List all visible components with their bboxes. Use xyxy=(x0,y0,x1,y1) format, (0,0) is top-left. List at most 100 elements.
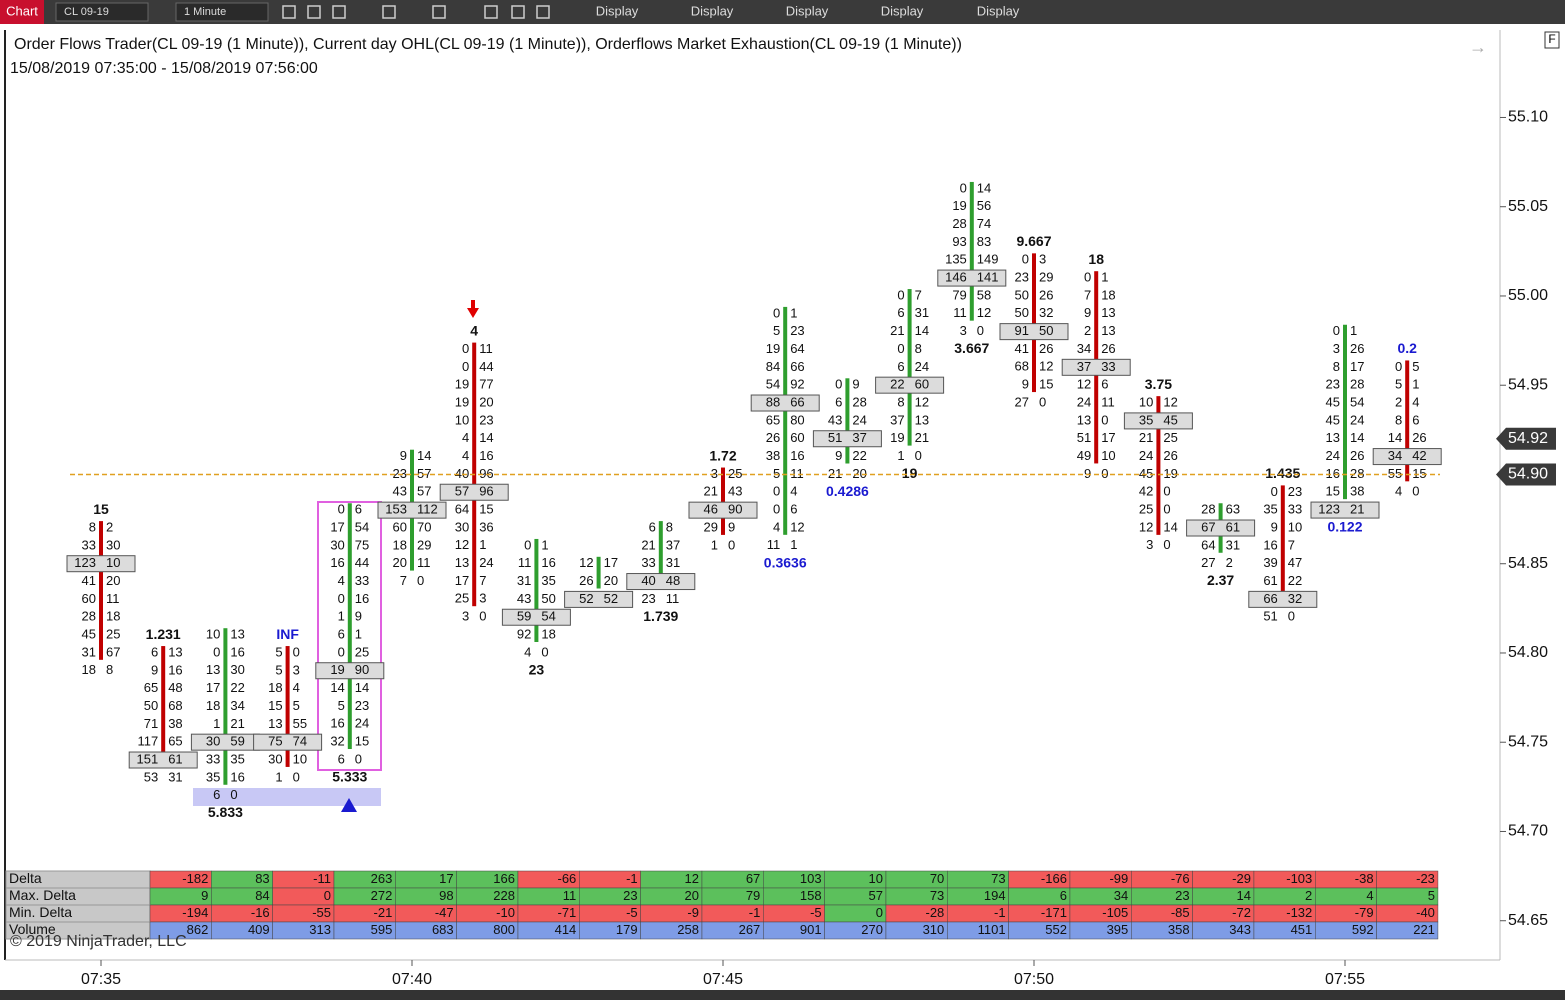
ask-volume: 29 xyxy=(1039,270,1053,285)
bid-volume: 41 xyxy=(82,573,96,588)
bid-volume: 35 xyxy=(206,769,220,784)
menu-item[interactable]: Display xyxy=(977,3,1020,18)
ask-volume: 25 xyxy=(355,644,369,659)
tool-icon[interactable] xyxy=(536,5,550,19)
cell-value: -66 xyxy=(558,871,577,886)
menu-item[interactable]: Display xyxy=(786,3,829,18)
ask-volume: 16 xyxy=(790,448,804,463)
tool-icon[interactable] xyxy=(382,5,396,19)
ask-volume: 0 xyxy=(1163,502,1170,517)
ask-volume: 12 xyxy=(790,519,804,534)
bid-volume: 0 xyxy=(338,644,345,659)
ask-volume: 65 xyxy=(168,734,182,749)
bid-volume: 34 xyxy=(1077,341,1091,356)
cell-value: 10 xyxy=(868,871,882,886)
cell-value: 103 xyxy=(800,871,822,886)
cell-value: 79 xyxy=(746,888,760,903)
tool-icon[interactable] xyxy=(484,5,498,19)
bid-volume: 37 xyxy=(890,412,904,427)
ask-volume: 13 xyxy=(230,627,244,642)
tool-icon[interactable] xyxy=(307,5,321,19)
cell-value: 358 xyxy=(1168,922,1190,937)
cell-value: 552 xyxy=(1045,922,1067,937)
chart-tab[interactable] xyxy=(0,0,44,24)
tool-icon[interactable] xyxy=(511,5,525,19)
y-tick-label: 54.95 xyxy=(1508,376,1548,393)
corner-box[interactable] xyxy=(1544,31,1560,49)
instrument-select[interactable] xyxy=(55,2,149,22)
bid-volume: 19 xyxy=(330,662,344,677)
cell-value: -171 xyxy=(1041,905,1067,920)
bid-volume: 0 xyxy=(462,341,469,356)
cell-value: 901 xyxy=(800,922,822,937)
ask-volume: 14 xyxy=(915,323,929,338)
bid-volume: 0 xyxy=(897,341,904,356)
ask-volume: 32 xyxy=(1039,305,1053,320)
bid-volume: 13 xyxy=(268,716,282,731)
scroll-arrow[interactable]: → xyxy=(1469,37,1487,57)
cell-value: 409 xyxy=(248,922,270,937)
ask-volume: 21 xyxy=(230,716,244,731)
ask-volume: 90 xyxy=(355,662,369,677)
bid-volume: 31 xyxy=(517,573,531,588)
candle xyxy=(845,378,850,464)
bid-volume: 123 xyxy=(74,555,96,570)
cell-value: 9 xyxy=(201,888,208,903)
cell-value: 414 xyxy=(555,922,577,937)
bid-volume: 4 xyxy=(462,430,469,445)
x-tick-label: 07:55 xyxy=(1325,971,1365,988)
ask-volume: 28 xyxy=(852,394,866,409)
cell-value: -40 xyxy=(1416,905,1435,920)
tool-icon[interactable] xyxy=(432,5,446,19)
cell-value: 592 xyxy=(1352,922,1374,937)
cell-value: -166 xyxy=(1041,871,1067,886)
ask-volume: 16 xyxy=(479,448,493,463)
menu-item[interactable]: Display xyxy=(881,3,924,18)
bid-volume: 12 xyxy=(1077,377,1091,392)
ask-volume: 16 xyxy=(355,591,369,606)
poc-box xyxy=(190,733,260,751)
bid-volume: 17 xyxy=(330,519,344,534)
poc-box xyxy=(66,555,136,573)
bid-volume: 1 xyxy=(338,609,345,624)
bid-volume: 9 xyxy=(151,662,158,677)
poc-box xyxy=(812,430,882,448)
bid-volume: 27 xyxy=(1201,555,1215,570)
bid-volume: 51 xyxy=(1263,609,1277,624)
bid-volume: 22 xyxy=(890,377,904,392)
ask-volume: 58 xyxy=(977,287,991,302)
bid-volume: 18 xyxy=(82,662,96,677)
ask-volume: 14 xyxy=(1163,519,1177,534)
bid-volume: 15 xyxy=(1326,484,1340,499)
candle xyxy=(99,521,103,660)
ask-volume: 23 xyxy=(1288,484,1302,499)
ask-volume: 18 xyxy=(1101,287,1115,302)
cell-value: -28 xyxy=(925,905,944,920)
y-tick-label: 54.75 xyxy=(1508,733,1548,750)
menu-item[interactable]: Display xyxy=(691,3,734,18)
bid-volume: 91 xyxy=(1015,323,1029,338)
poc-box xyxy=(501,608,571,626)
ask-volume: 141 xyxy=(977,270,999,285)
bid-volume: 0 xyxy=(1395,359,1402,374)
tool-icon[interactable] xyxy=(332,5,346,19)
ask-volume: 74 xyxy=(293,734,307,749)
ask-volume: 37 xyxy=(666,537,680,552)
bar-label: INF xyxy=(276,626,299,642)
ask-volume: 63 xyxy=(1226,502,1240,517)
ask-volume: 29 xyxy=(417,537,431,552)
ask-volume: 1 xyxy=(541,537,548,552)
bid-volume: 0 xyxy=(524,537,531,552)
cell-value: 4 xyxy=(1366,888,1373,903)
corner-label: F xyxy=(1548,32,1555,46)
bid-volume: 9 xyxy=(1084,305,1091,320)
tool-icon[interactable] xyxy=(282,5,296,19)
bid-volume: 13 xyxy=(455,555,469,570)
bid-volume: 24 xyxy=(1139,448,1153,463)
bid-volume: 55 xyxy=(1388,466,1402,481)
menu-item[interactable]: Display xyxy=(596,3,639,18)
ask-volume: 1 xyxy=(1412,377,1419,392)
ask-volume: 3 xyxy=(1039,252,1046,267)
interval-select[interactable] xyxy=(175,2,269,22)
